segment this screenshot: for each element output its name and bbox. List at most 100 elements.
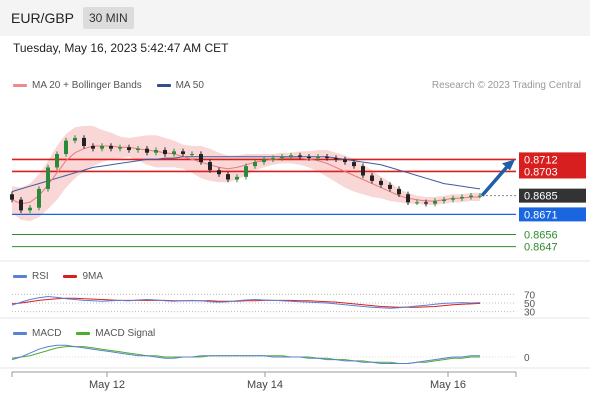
timeframe-button[interactable]: 30 MIN	[83, 7, 134, 29]
candle-body	[172, 151, 176, 155]
legend-swatch-macd-signal	[76, 331, 91, 335]
candle-body	[442, 199, 446, 201]
macd-zero-label: 0	[524, 353, 530, 364]
legend-swatch-ma50	[156, 83, 171, 87]
rsi-tick-30: 30	[524, 308, 536, 319]
rsi-legend: RSI 9MA	[13, 271, 115, 283]
candle-body	[334, 158, 338, 160]
legend-swatch-macd	[13, 331, 27, 335]
legend-label-ma20: MA 20 + Bollinger Bands	[32, 80, 142, 91]
currency-pair: EUR/GBP	[11, 10, 75, 26]
candle-body	[271, 158, 275, 160]
main-legend: MA 20 + Bollinger Bands MA 50	[13, 80, 216, 92]
legend-item-macd: MACD	[13, 328, 61, 339]
candle-body	[19, 199, 23, 211]
legend-item-macd-signal: MACD Signal	[76, 328, 155, 339]
candle-body	[451, 198, 455, 200]
candle-body	[10, 194, 14, 200]
legend-item-ma50: MA 50	[156, 80, 204, 91]
level-badge-0.8671	[519, 207, 586, 222]
candle-body	[235, 176, 239, 180]
level-badge-0.8703	[519, 164, 586, 179]
candle-body	[217, 170, 221, 175]
x-axis-label: May 12	[89, 379, 125, 391]
legend-swatch-ma20	[13, 83, 27, 87]
macd-line	[11, 344, 480, 364]
candle-body	[298, 155, 302, 157]
ma50-line	[11, 156, 481, 193]
candle-body	[460, 196, 464, 199]
candle-body	[415, 202, 419, 204]
level-label-0.8656: 0.8656	[524, 230, 558, 242]
level-label-0.8671: 0.8671	[524, 209, 558, 221]
candle-body	[118, 147, 122, 149]
candle-body	[316, 156, 320, 159]
level-label-0.8685: 0.8685	[524, 191, 558, 203]
candle-body	[406, 194, 410, 203]
level-label-0.8703: 0.8703	[524, 166, 558, 178]
forecast-arrow-head	[502, 159, 515, 171]
candle-body	[388, 184, 392, 189]
candle-body	[73, 137, 77, 141]
candle-body	[100, 145, 104, 149]
candle-body	[181, 151, 185, 155]
level-label-0.8647: 0.8647	[524, 242, 558, 254]
candle-body	[478, 195, 482, 197]
candle-body	[28, 207, 32, 211]
candle-body	[397, 188, 401, 195]
candle-body	[325, 156, 329, 159]
candle-body	[361, 166, 365, 176]
level-badge-0.8685	[519, 188, 586, 203]
x-axis-label: May 16	[430, 379, 466, 391]
candle-body	[208, 162, 212, 171]
legend-label-9ma: 9MA	[82, 271, 104, 282]
candle-body	[145, 148, 149, 153]
candle-body	[433, 200, 437, 204]
rsi-line	[11, 295, 481, 309]
legend-label-rsi: RSI	[32, 271, 49, 282]
candle-body	[262, 159, 266, 163]
candle-body	[154, 150, 158, 153]
candle-body	[469, 195, 473, 197]
candle-body	[424, 202, 428, 204]
candle-body	[343, 159, 347, 163]
x-axis-label: May 14	[247, 379, 283, 391]
candle-body	[163, 150, 167, 155]
candle-body	[352, 162, 356, 167]
candle-body	[91, 145, 95, 149]
candle-body	[109, 145, 113, 149]
candle-body	[289, 155, 293, 157]
candle-body	[280, 156, 284, 159]
level-badge-0.8712	[519, 152, 586, 167]
candle-body	[226, 174, 230, 180]
candle-body	[190, 154, 194, 156]
candle-body	[37, 188, 41, 208]
timestamp: Tuesday, May 16, 2023 5:42:47 AM CET	[13, 41, 229, 55]
candle-body	[244, 166, 248, 177]
candle-body	[370, 175, 374, 181]
legend-label-ma50: MA 50	[175, 80, 204, 91]
research-credit: Research © 2023 Trading Central	[431, 80, 581, 91]
legend-swatch-rsi	[13, 274, 27, 278]
candle-body	[46, 167, 50, 189]
candle-body	[127, 147, 131, 151]
candle-body	[379, 180, 383, 185]
candle-body	[55, 154, 59, 168]
rsi-tick-70: 70	[524, 290, 536, 301]
forecast-arrow-shaft	[480, 162, 512, 197]
legend-item-9ma: 9MA	[63, 271, 103, 282]
legend-swatch-9ma	[63, 274, 78, 278]
rsi-tick-50: 50	[524, 299, 536, 310]
candle-body	[307, 156, 311, 159]
level-label-0.8712: 0.8712	[524, 154, 558, 166]
macd-legend: MACD MACD Signal	[13, 328, 167, 340]
legend-label-macd-signal: MACD Signal	[95, 328, 156, 339]
candle-body	[199, 154, 203, 163]
candle-body	[253, 162, 257, 167]
macd-signal-line	[11, 346, 480, 364]
candle-body	[82, 137, 86, 146]
candle-body	[136, 148, 140, 151]
candle-body	[64, 140, 68, 155]
legend-item-ma20: MA 20 + Bollinger Bands	[13, 80, 142, 91]
